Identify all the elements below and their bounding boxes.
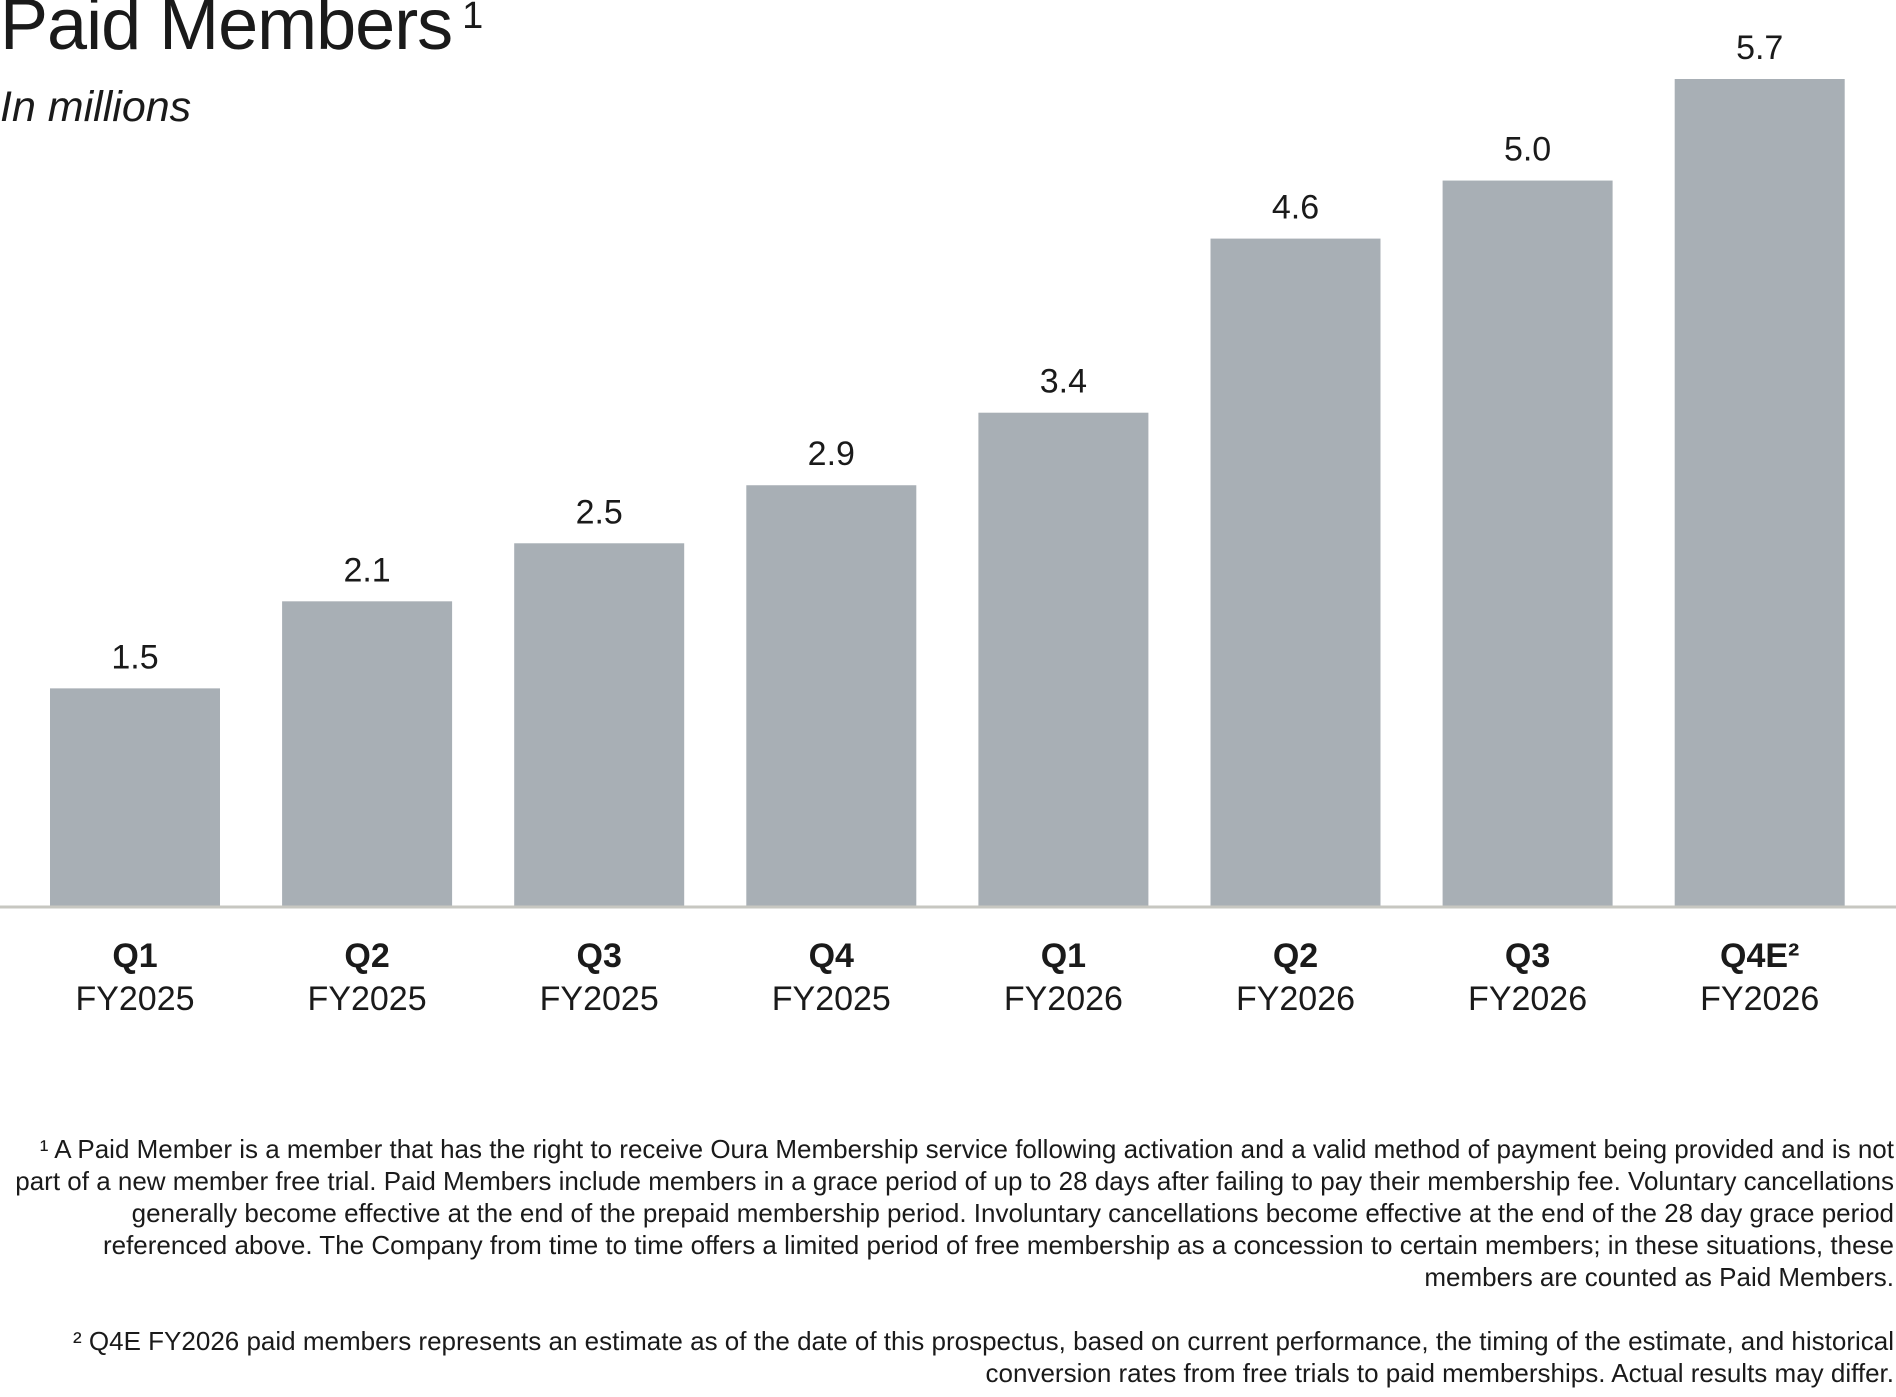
data-label-1: 1.5 bbox=[111, 638, 158, 676]
bar-4 bbox=[746, 485, 917, 906]
x-tick-label-quarter-5: Q1 bbox=[1041, 937, 1086, 975]
chart-title-text: Paid Members bbox=[0, 0, 453, 65]
x-tick-label-year-6: FY2026 bbox=[1236, 980, 1355, 1018]
bar-7 bbox=[1442, 180, 1613, 906]
x-tick-label-quarter-8: Q4E² bbox=[1720, 937, 1799, 975]
footnotes: ¹ A Paid Member is a member that has the… bbox=[14, 1133, 1894, 1389]
data-label-2: 2.1 bbox=[343, 551, 390, 589]
x-tick-label-year-3: FY2025 bbox=[540, 980, 659, 1018]
bar-6 bbox=[1210, 238, 1381, 906]
x-tick-label-quarter-1: Q1 bbox=[112, 937, 157, 975]
data-label-7: 5.0 bbox=[1504, 131, 1551, 169]
footnote-2: ² Q4E FY2026 paid members represents an … bbox=[73, 1326, 1894, 1388]
x-tick-label-quarter-7: Q3 bbox=[1505, 937, 1550, 975]
x-tick-label-year-7: FY2026 bbox=[1468, 980, 1587, 1018]
chart-subtitle: In millions bbox=[0, 83, 192, 131]
x-tick-label-quarter-4: Q4 bbox=[809, 937, 854, 975]
bar-5 bbox=[978, 412, 1149, 906]
data-label-6: 4.6 bbox=[1272, 189, 1319, 227]
x-tick-label-year-8: FY2026 bbox=[1700, 980, 1819, 1018]
x-tick-label-year-5: FY2026 bbox=[1004, 980, 1123, 1018]
bar-2 bbox=[282, 601, 453, 906]
x-tick-label-quarter-6: Q2 bbox=[1273, 937, 1318, 975]
data-label-5: 3.4 bbox=[1040, 363, 1087, 401]
x-tick-label-year-1: FY2025 bbox=[75, 980, 194, 1018]
bar-1 bbox=[50, 688, 220, 906]
bar-3 bbox=[514, 543, 685, 906]
title-footnote-marker: 1 bbox=[462, 0, 483, 37]
data-label-8: 5.7 bbox=[1736, 29, 1783, 67]
x-tick-label-year-4: FY2025 bbox=[772, 980, 891, 1018]
footnote-1: ¹ A Paid Member is a member that has the… bbox=[15, 1134, 1894, 1292]
data-label-3: 2.5 bbox=[576, 493, 623, 531]
bar-8 bbox=[1674, 79, 1845, 906]
data-label-4: 2.9 bbox=[808, 435, 855, 473]
bar-chart: 1.5 Q1 FY2025 2.1 Q2 FY2025 2.5 Q3 FY2025 2.9 Q4 FY… bbox=[0, 29, 1896, 1018]
chart-title: Paid Members 1 bbox=[0, 0, 483, 65]
x-tick-label-year-2: FY2025 bbox=[308, 980, 427, 1018]
x-tick-label-quarter-2: Q2 bbox=[344, 937, 389, 975]
x-tick-label-quarter-3: Q3 bbox=[577, 937, 622, 975]
